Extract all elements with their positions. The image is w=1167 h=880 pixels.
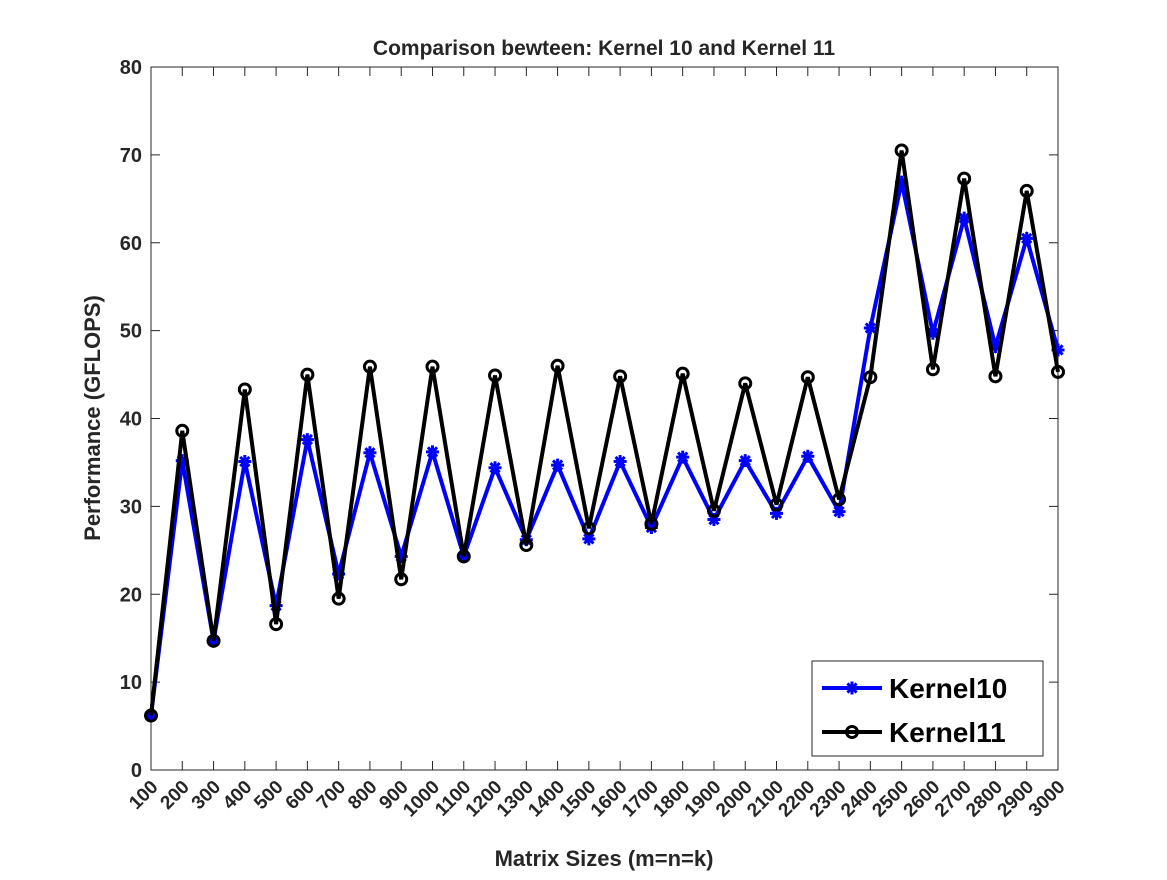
data-point [988,339,1002,353]
data-point [738,376,753,391]
data-point [800,370,815,385]
data-point [770,506,784,520]
data-point [1051,343,1065,357]
data-point [238,455,252,469]
data-point [456,549,471,564]
data-point [706,503,721,518]
data-point [175,423,190,438]
data-point [863,321,877,335]
data-point [488,461,502,475]
data-point [332,567,346,581]
series-line [149,181,1060,716]
data-point [519,538,534,553]
data-point [707,513,721,527]
data-point [144,709,158,723]
legend-label: Kernel10 [889,673,1007,704]
x-axis-label: Matrix Sizes (m=n=k) [495,846,714,871]
x-tick-label: 600 [282,777,319,814]
data-point [581,521,596,536]
legend: Kernel10 Kernel11 [811,660,1044,757]
data-point [551,458,565,472]
y-axis-label: Performance (GFLOPS) [80,295,105,541]
y-tick-label: 80 [120,57,142,79]
chart-title: Comparison bewteen: Kernel 10 and Kernel… [373,37,835,60]
x-tick-label: 400 [219,777,256,814]
legend-marker [845,725,859,739]
data-point [957,171,972,186]
data-point [488,368,503,383]
x-tick-label: 200 [157,777,194,814]
data-point [269,617,284,632]
x-tick-label: 800 [344,777,381,814]
legend-box [811,660,1044,757]
data-point [644,520,658,534]
series-kernel10 [144,175,1065,723]
data-point [269,599,283,613]
data-point [988,369,1003,384]
data-point [676,450,690,464]
legend-marker [845,681,859,695]
x-tick-label: 700 [313,777,350,814]
data-point [925,362,940,377]
data-point [832,492,847,507]
data-point [425,445,439,459]
x-tick-label: 500 [250,777,287,814]
y-tick-label: 0 [131,760,142,782]
data-point [394,549,408,563]
series-kernel11 [144,143,1065,723]
legend-entry-kernel10: Kernel10 [822,673,1007,704]
data-point [1019,183,1034,198]
data-point [144,708,158,723]
data-point [175,454,189,468]
x-tick-label: 3000 [1025,777,1070,822]
data-point [425,359,440,374]
data-point [863,370,878,385]
data-point [582,532,596,546]
y-tick-label: 30 [120,496,142,518]
data-point [738,454,752,468]
series-layer [144,143,1065,723]
data-point [675,366,690,381]
y-tick-label: 60 [120,233,142,255]
data-point [1020,231,1034,245]
data-point [894,143,909,158]
data-point [832,505,846,519]
data-point [206,633,221,648]
y-tick-label: 70 [120,145,142,167]
data-point [362,359,377,374]
legend-label: Kernel11 [889,717,1006,748]
data-point [769,497,784,512]
x-tick-label: 300 [188,777,225,814]
series-line [149,150,1060,716]
data-point [550,358,565,373]
data-point [957,211,971,225]
y-tick-label: 20 [120,584,142,606]
data-point [300,367,315,382]
y-tick-label: 40 [120,409,142,431]
data-point [363,446,377,460]
x-tick-label: 100 [125,777,162,814]
y-tick-label: 50 [120,321,142,343]
legend-entry-kernel11: Kernel11 [822,717,1006,748]
y-tick-label: 10 [120,672,142,694]
data-point [644,516,659,531]
data-point [613,455,627,469]
data-point [801,449,815,463]
data-point [613,369,628,384]
data-point [237,382,252,397]
data-point [394,572,409,587]
data-point [1051,364,1065,379]
data-point [895,175,909,189]
data-point [926,326,940,340]
data-point [331,591,346,606]
data-point [300,433,314,447]
